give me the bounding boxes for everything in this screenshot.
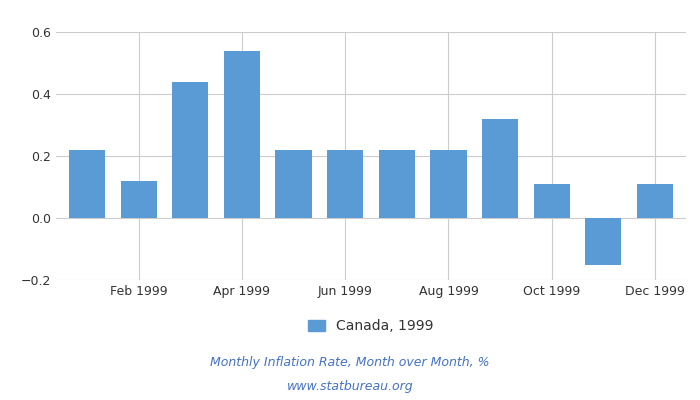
- Bar: [224, 51, 260, 218]
- Bar: [276, 150, 312, 218]
- Bar: [69, 150, 105, 218]
- Bar: [379, 150, 415, 218]
- Bar: [430, 150, 466, 218]
- Bar: [327, 150, 363, 218]
- Bar: [585, 218, 622, 264]
- Legend: Canada, 1999: Canada, 1999: [309, 319, 433, 333]
- Bar: [482, 119, 518, 218]
- Text: www.statbureau.org: www.statbureau.org: [287, 380, 413, 393]
- Bar: [172, 82, 209, 218]
- Bar: [637, 184, 673, 218]
- Bar: [120, 181, 157, 218]
- Bar: [533, 184, 570, 218]
- Text: Monthly Inflation Rate, Month over Month, %: Monthly Inflation Rate, Month over Month…: [210, 356, 490, 369]
